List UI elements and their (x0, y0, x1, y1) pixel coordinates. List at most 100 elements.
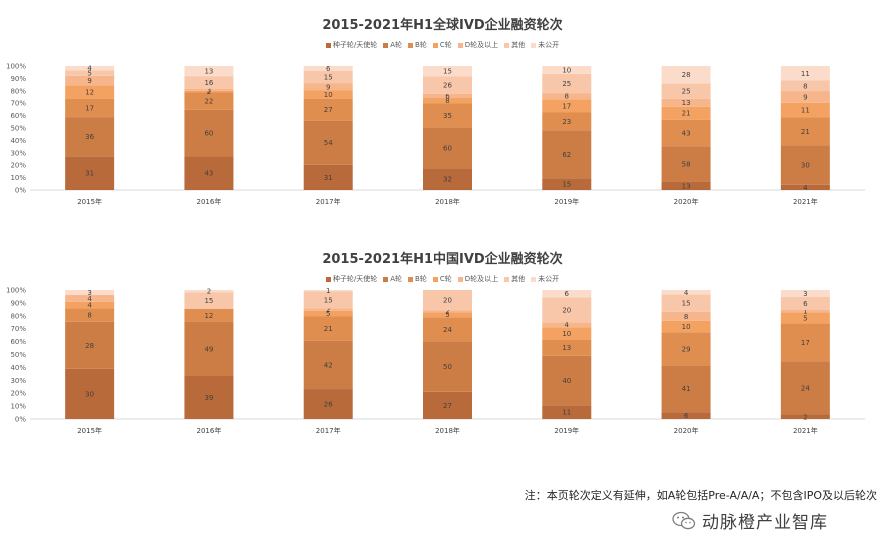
bar-segment (542, 112, 592, 131)
bar-segment (65, 368, 115, 419)
bar-segment (65, 66, 115, 71)
data-label: 2 (207, 288, 211, 296)
y-tick-label: 50% (10, 125, 26, 133)
data-label: 60 (443, 144, 452, 152)
data-label: 15 (443, 68, 452, 76)
data-label: 41 (682, 385, 691, 393)
plot-area: 0%10%20%30%40%50%60%70%80%90%100%3028844… (6, 287, 865, 435)
china-chart: 2015-2021年H1中国IVD企业融资轮次 种子轮/天使轮 A轮 B轮 C轮 D轮及… (0, 242, 885, 442)
data-label: 28 (85, 342, 94, 350)
data-label: 5 (803, 314, 807, 322)
legend-swatch (325, 42, 331, 48)
data-label: 21 (801, 128, 810, 136)
legend-swatch (383, 276, 389, 282)
data-label: 4 (803, 184, 808, 192)
plot-area: 0%10%20%30%40%50%60%70%80%90%100%3136171… (6, 63, 865, 206)
legend-label: 未公开 (538, 41, 560, 49)
x-tick-label: 2018年 (435, 426, 460, 435)
legend: 种子轮/天使轮 A轮 B轮 C轮 D轮及以上 其他 未公开 (0, 274, 885, 284)
y-tick-label: 60% (10, 112, 26, 120)
bar-segment (780, 361, 830, 415)
y-tick-label: 70% (10, 100, 26, 108)
legend-swatch (432, 42, 438, 48)
bar-segment (542, 355, 592, 406)
bar-segment (780, 80, 830, 92)
x-tick-label: 2017年 (316, 426, 341, 435)
bar-segment (661, 412, 711, 419)
x-tick-label: 2017年 (316, 197, 341, 206)
legend-item: B轮 (408, 274, 427, 284)
x-tick-label: 2020年 (674, 426, 699, 435)
bar-segment (423, 127, 472, 169)
data-label: 26 (324, 401, 333, 409)
bar-segment (423, 290, 472, 311)
data-label: 10 (562, 330, 571, 338)
data-label: 50 (443, 363, 452, 371)
x-tick-label: 2018年 (435, 197, 460, 206)
x-tick-label: 2016年 (197, 426, 222, 435)
bar-segment (65, 301, 115, 309)
bar-segment (661, 311, 711, 321)
data-label: 11 (801, 107, 810, 115)
legend-swatch (531, 42, 537, 48)
bar-segment (661, 332, 711, 366)
bar-segment (661, 290, 711, 295)
bar-segment (780, 310, 830, 313)
bar-segment (423, 312, 472, 318)
data-label: 10 (682, 323, 691, 331)
legend-item: 种子轮/天使轮 (325, 274, 377, 284)
y-tick-label: 90% (10, 299, 26, 307)
data-label: 6 (326, 65, 331, 73)
legend-swatch (383, 42, 389, 48)
bar-segment (184, 76, 234, 89)
legend-item: 其他 (504, 274, 525, 284)
legend-item: D轮及以上 (457, 40, 498, 50)
bar-segment (303, 291, 353, 309)
y-tick-label: 20% (10, 390, 26, 398)
bar-segment (184, 308, 234, 322)
bar-segment (542, 322, 592, 328)
chart-title: 2015-2021年H1中国IVD企业融资轮次 (322, 252, 563, 267)
data-label: 22 (204, 98, 213, 106)
bar-segment (184, 292, 234, 309)
bar-segment (661, 83, 711, 99)
data-label: 13 (204, 68, 213, 76)
legend-item: A轮 (383, 40, 402, 50)
legend-swatch (408, 42, 414, 48)
legend-item: 未公开 (531, 40, 559, 50)
bar-segment (303, 70, 353, 84)
legend-item: A轮 (383, 274, 402, 284)
x-tick-label: 2020年 (674, 197, 699, 206)
data-label: 31 (85, 170, 94, 178)
x-tick-label: 2021年 (793, 197, 818, 206)
bar-segment (65, 308, 115, 322)
data-label: 2 (207, 88, 211, 96)
data-label: 5 (445, 311, 449, 319)
y-tick-label: 0% (15, 187, 26, 195)
x-tick-label: 2019年 (554, 197, 579, 206)
legend-item: 未公开 (531, 274, 559, 284)
data-label: 10 (324, 91, 333, 99)
data-label: 20 (443, 297, 452, 305)
data-label: 25 (562, 80, 571, 88)
bar-segment (184, 290, 234, 293)
bar-segment (423, 76, 472, 94)
bar-segment (423, 93, 472, 99)
data-label: 10 (562, 66, 571, 74)
y-tick-label: 100% (6, 287, 26, 295)
legend-label: 种子轮/天使轮 (332, 41, 378, 49)
bar-segment (423, 98, 472, 104)
y-tick-label: 100% (6, 63, 26, 71)
bar-segment (542, 130, 592, 179)
bar-segment (303, 310, 353, 317)
bar-segment (303, 340, 353, 390)
data-label: 9 (87, 77, 91, 85)
data-label: 58 (682, 161, 691, 169)
data-label: 3 (207, 86, 211, 94)
data-label: 30 (85, 390, 94, 398)
bar-segment (65, 290, 115, 296)
x-tick-label: 2021年 (793, 426, 818, 435)
data-label: 27 (324, 106, 333, 114)
data-label: 12 (85, 89, 94, 97)
bar-segment (542, 73, 592, 94)
